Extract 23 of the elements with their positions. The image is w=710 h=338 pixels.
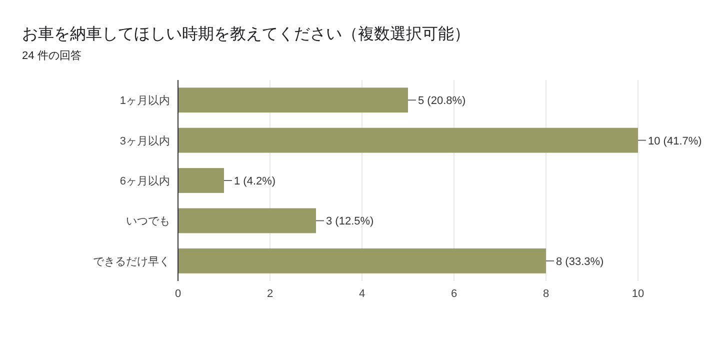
- x-tick-label: 4: [358, 288, 366, 300]
- bar: [178, 128, 638, 153]
- data-label: 5 (20.8%): [418, 95, 466, 108]
- bar: [178, 168, 224, 193]
- y-tick-label: 3ヶ月以内: [120, 134, 170, 148]
- bar: [178, 88, 408, 113]
- x-tick-label: 6: [450, 288, 458, 300]
- y-tick-label: いつでも: [126, 216, 170, 228]
- data-label: 3 (12.5%): [326, 216, 374, 228]
- data-label: 1 (4.2%): [234, 176, 276, 188]
- chart-title: お車を納車してほしい時期を教えてください（複数選択可能）: [22, 25, 470, 43]
- data-label: 8 (33.3%): [556, 256, 604, 268]
- bar: [178, 248, 546, 274]
- data-label: 10 (41.7%): [648, 135, 702, 148]
- y-tick-label: できるだけ早く: [93, 256, 170, 268]
- x-tick-label: 0: [174, 288, 182, 300]
- x-tick-label: 8: [542, 288, 550, 300]
- text: 24 件の回答: [22, 50, 82, 62]
- y-tick-label: 1ヶ月以内: [120, 94, 170, 108]
- x-tick-label: 10: [632, 288, 644, 300]
- bar: [178, 208, 316, 234]
- x-tick-label: 2: [266, 288, 274, 300]
- y-tick-label: 6ヶ月以内: [120, 174, 170, 188]
